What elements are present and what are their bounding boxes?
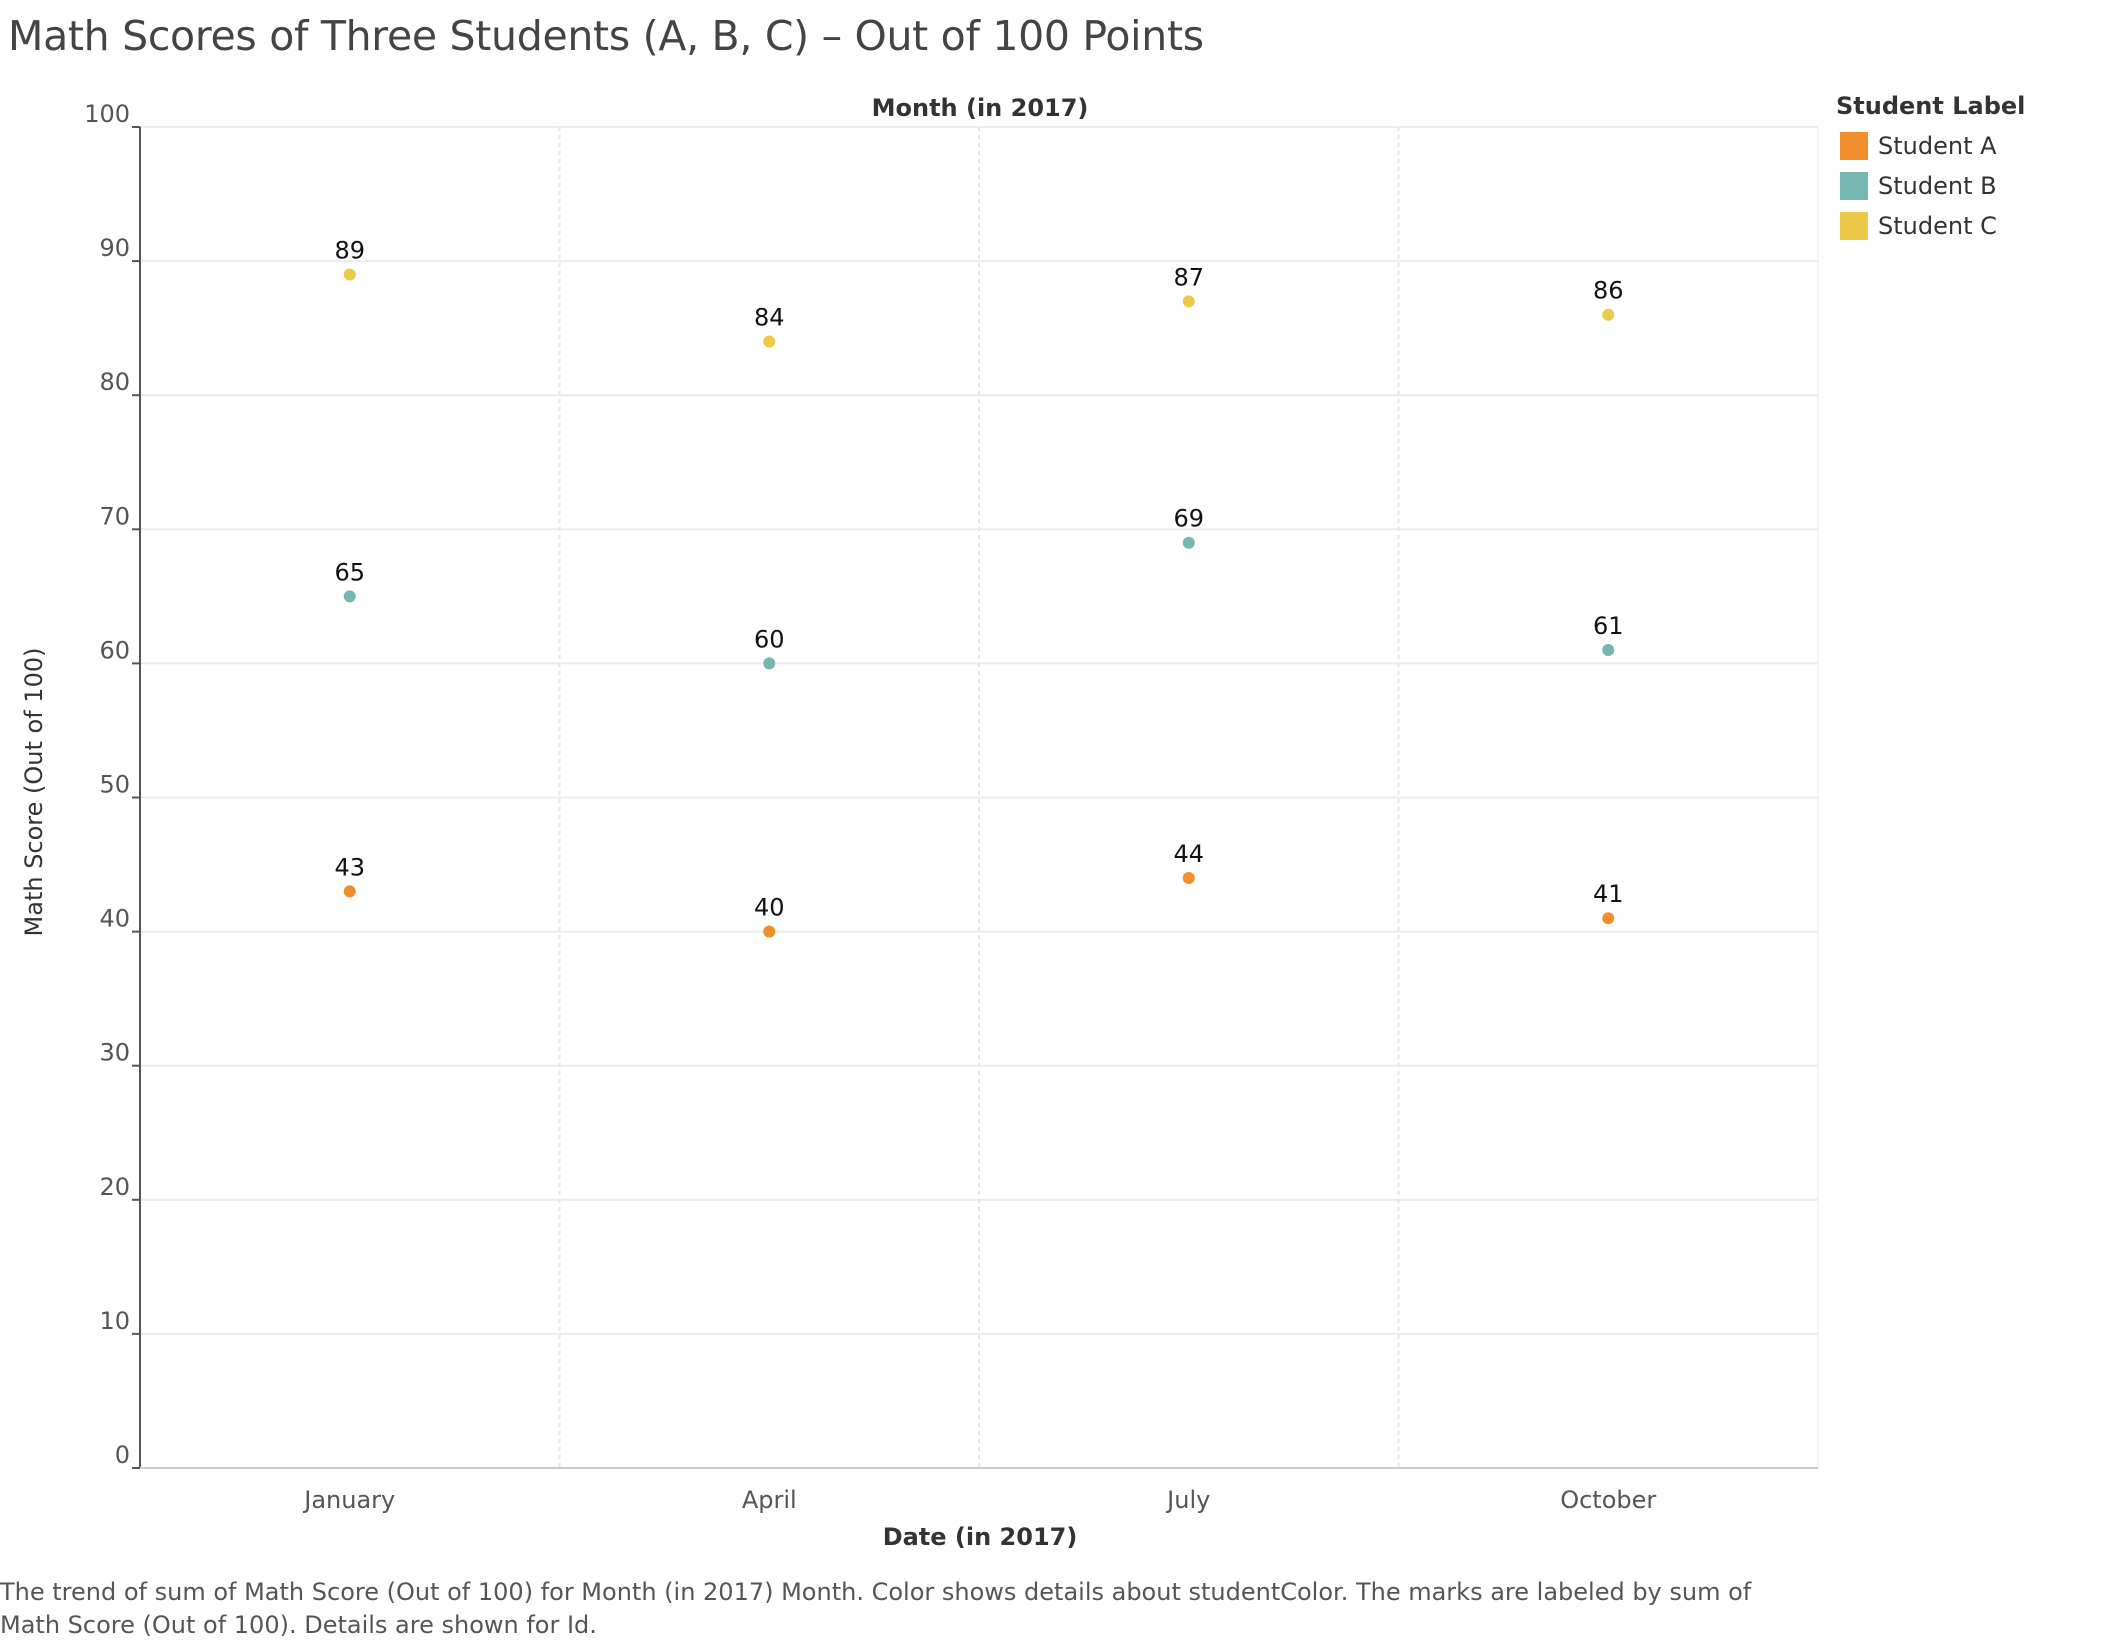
y-tick-label: 80 [99,368,130,396]
data-point-student-b [343,590,356,603]
grid-layer [140,126,1819,1468]
legend-label: Student A [1878,132,1997,160]
data-label-student-a: 44 [1173,840,1204,868]
legend-label: Student B [1878,172,1997,200]
data-label-student-c: 84 [754,304,785,332]
data-point-student-b [1182,536,1195,549]
chart-plot: 0 10 20 30 40 50 60 70 80 90 100 January April July Oc… [20,94,1819,1551]
data-point-student-a [763,925,776,938]
y-tick-label: 50 [99,771,130,799]
y-tick-label: 0 [115,1441,130,1469]
x-tick-label: January [302,1486,395,1514]
data-label-student-b: 65 [334,558,365,586]
data-label-student-c: 87 [1173,263,1204,291]
y-tick-label: 30 [99,1039,130,1067]
legend: Student Label Student A Student B Student … [1836,92,2025,246]
legend-item[interactable]: Student C [1836,206,2025,246]
marks-layer: 43 40 44 41 65 60 69 61 89 84 87 86 [334,237,1624,938]
data-point-student-c [1602,308,1615,321]
y-tick-label: 10 [99,1307,130,1335]
top-header-label: Month (in 2017) [872,94,1089,122]
y-tick-label: 100 [84,100,130,128]
legend-item[interactable]: Student A [1836,126,2025,166]
data-point-student-a [343,885,356,898]
x-axis-title: Date (in 2017) [883,1523,1078,1551]
data-point-student-b [763,657,776,670]
data-point-student-c [1182,295,1195,308]
legend-items: Student A Student B Student C [1836,126,2025,246]
x-tick-label: April [742,1486,797,1514]
legend-label: Student C [1878,212,1997,240]
y-tick-label: 60 [99,636,130,664]
data-label-student-c: 86 [1593,277,1624,305]
y-tick-label: 70 [99,502,130,530]
y-tick-label: 20 [99,1173,130,1201]
axis-layer: 0 10 20 30 40 50 60 70 80 90 100 January April July Oc… [84,100,1818,1514]
data-point-student-a [1182,871,1195,884]
data-label-student-b: 69 [1173,505,1204,533]
legend-swatch [1840,132,1868,160]
data-label-student-a: 40 [754,894,785,922]
chart-caption: The trend of sum of Math Score (Out of 1… [0,1578,1752,1639]
legend-swatch [1840,212,1868,240]
data-point-student-c [763,335,776,348]
data-point-student-b [1602,643,1615,656]
data-label-student-b: 60 [754,625,785,653]
legend-swatch [1840,172,1868,200]
legend-item[interactable]: Student B [1836,166,2025,206]
x-tick-label: July [1165,1486,1210,1514]
data-label-student-a: 41 [1593,880,1624,908]
data-label-student-c: 89 [334,237,365,265]
legend-title: Student Label [1836,92,2026,120]
data-label-student-a: 43 [334,853,365,881]
data-point-student-a [1602,912,1615,925]
y-axis-title: Math Score (Out of 100) [20,648,48,937]
data-point-student-c [343,268,356,281]
y-tick-label: 40 [99,905,130,933]
chart-title: Math Scores of Three Students (A, B, C) … [8,12,1204,60]
x-tick-label: October [1560,1486,1656,1514]
data-label-student-b: 61 [1593,612,1624,640]
y-tick-label: 90 [99,234,130,262]
